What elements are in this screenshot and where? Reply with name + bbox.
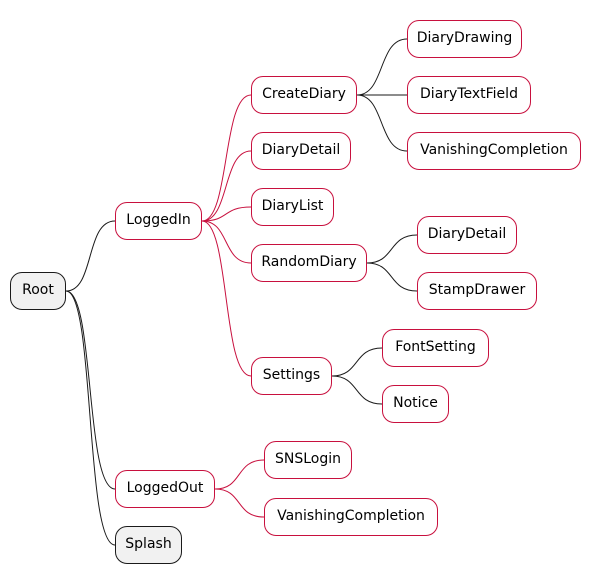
edge-root-loggedout	[65, 290, 116, 490]
edge-loggedout-vanishing	[214, 488, 265, 518]
node-settings: Settings	[251, 357, 332, 395]
edge-loggedout-snslogin	[214, 459, 265, 490]
node-randomdiary: RandomDiary	[251, 244, 367, 282]
node-loggedout: LoggedOut	[115, 470, 215, 508]
edge-randomdiary-stampdrawer	[366, 262, 418, 292]
node-diarydrawing: DiaryDrawing	[407, 20, 522, 58]
node-splash: Splash	[115, 526, 182, 564]
node-snslogin: SNSLogin	[264, 441, 352, 479]
node-diarydetail-2: DiaryDetail	[417, 216, 517, 254]
edge-loggedin-randomdiary	[201, 220, 252, 264]
node-vanishing-2: VanishingCompletion	[264, 498, 438, 536]
edge-root-loggedin	[65, 220, 116, 292]
edge-loggedin-settings	[201, 220, 252, 377]
node-diarylist: DiaryList	[251, 188, 334, 226]
edge-creatediary-diarydrawing	[356, 38, 408, 96]
edge-loggedin-diarylist	[201, 206, 252, 222]
node-stampdrawer: StampDrawer	[417, 272, 537, 310]
edge-randomdiary-diarydetail	[366, 234, 418, 264]
edge-settings-fontsetting	[331, 347, 383, 377]
node-diarytextfield: DiaryTextField	[407, 76, 531, 114]
node-root: Root	[10, 272, 66, 310]
node-fontsetting: FontSetting	[382, 329, 489, 367]
node-loggedin: LoggedIn	[115, 202, 202, 240]
node-diarydetail-1: DiaryDetail	[251, 132, 351, 170]
edge-loggedin-diarydetail	[201, 150, 252, 222]
edge-creatediary-vanishing	[356, 94, 408, 152]
node-notice: Notice	[382, 385, 449, 423]
node-creatediary: CreateDiary	[251, 76, 357, 114]
edge-root-splash	[65, 290, 116, 546]
node-vanishing-1: VanishingCompletion	[407, 132, 581, 170]
edge-settings-notice	[331, 375, 383, 405]
edge-loggedin-creatediary	[201, 94, 252, 222]
